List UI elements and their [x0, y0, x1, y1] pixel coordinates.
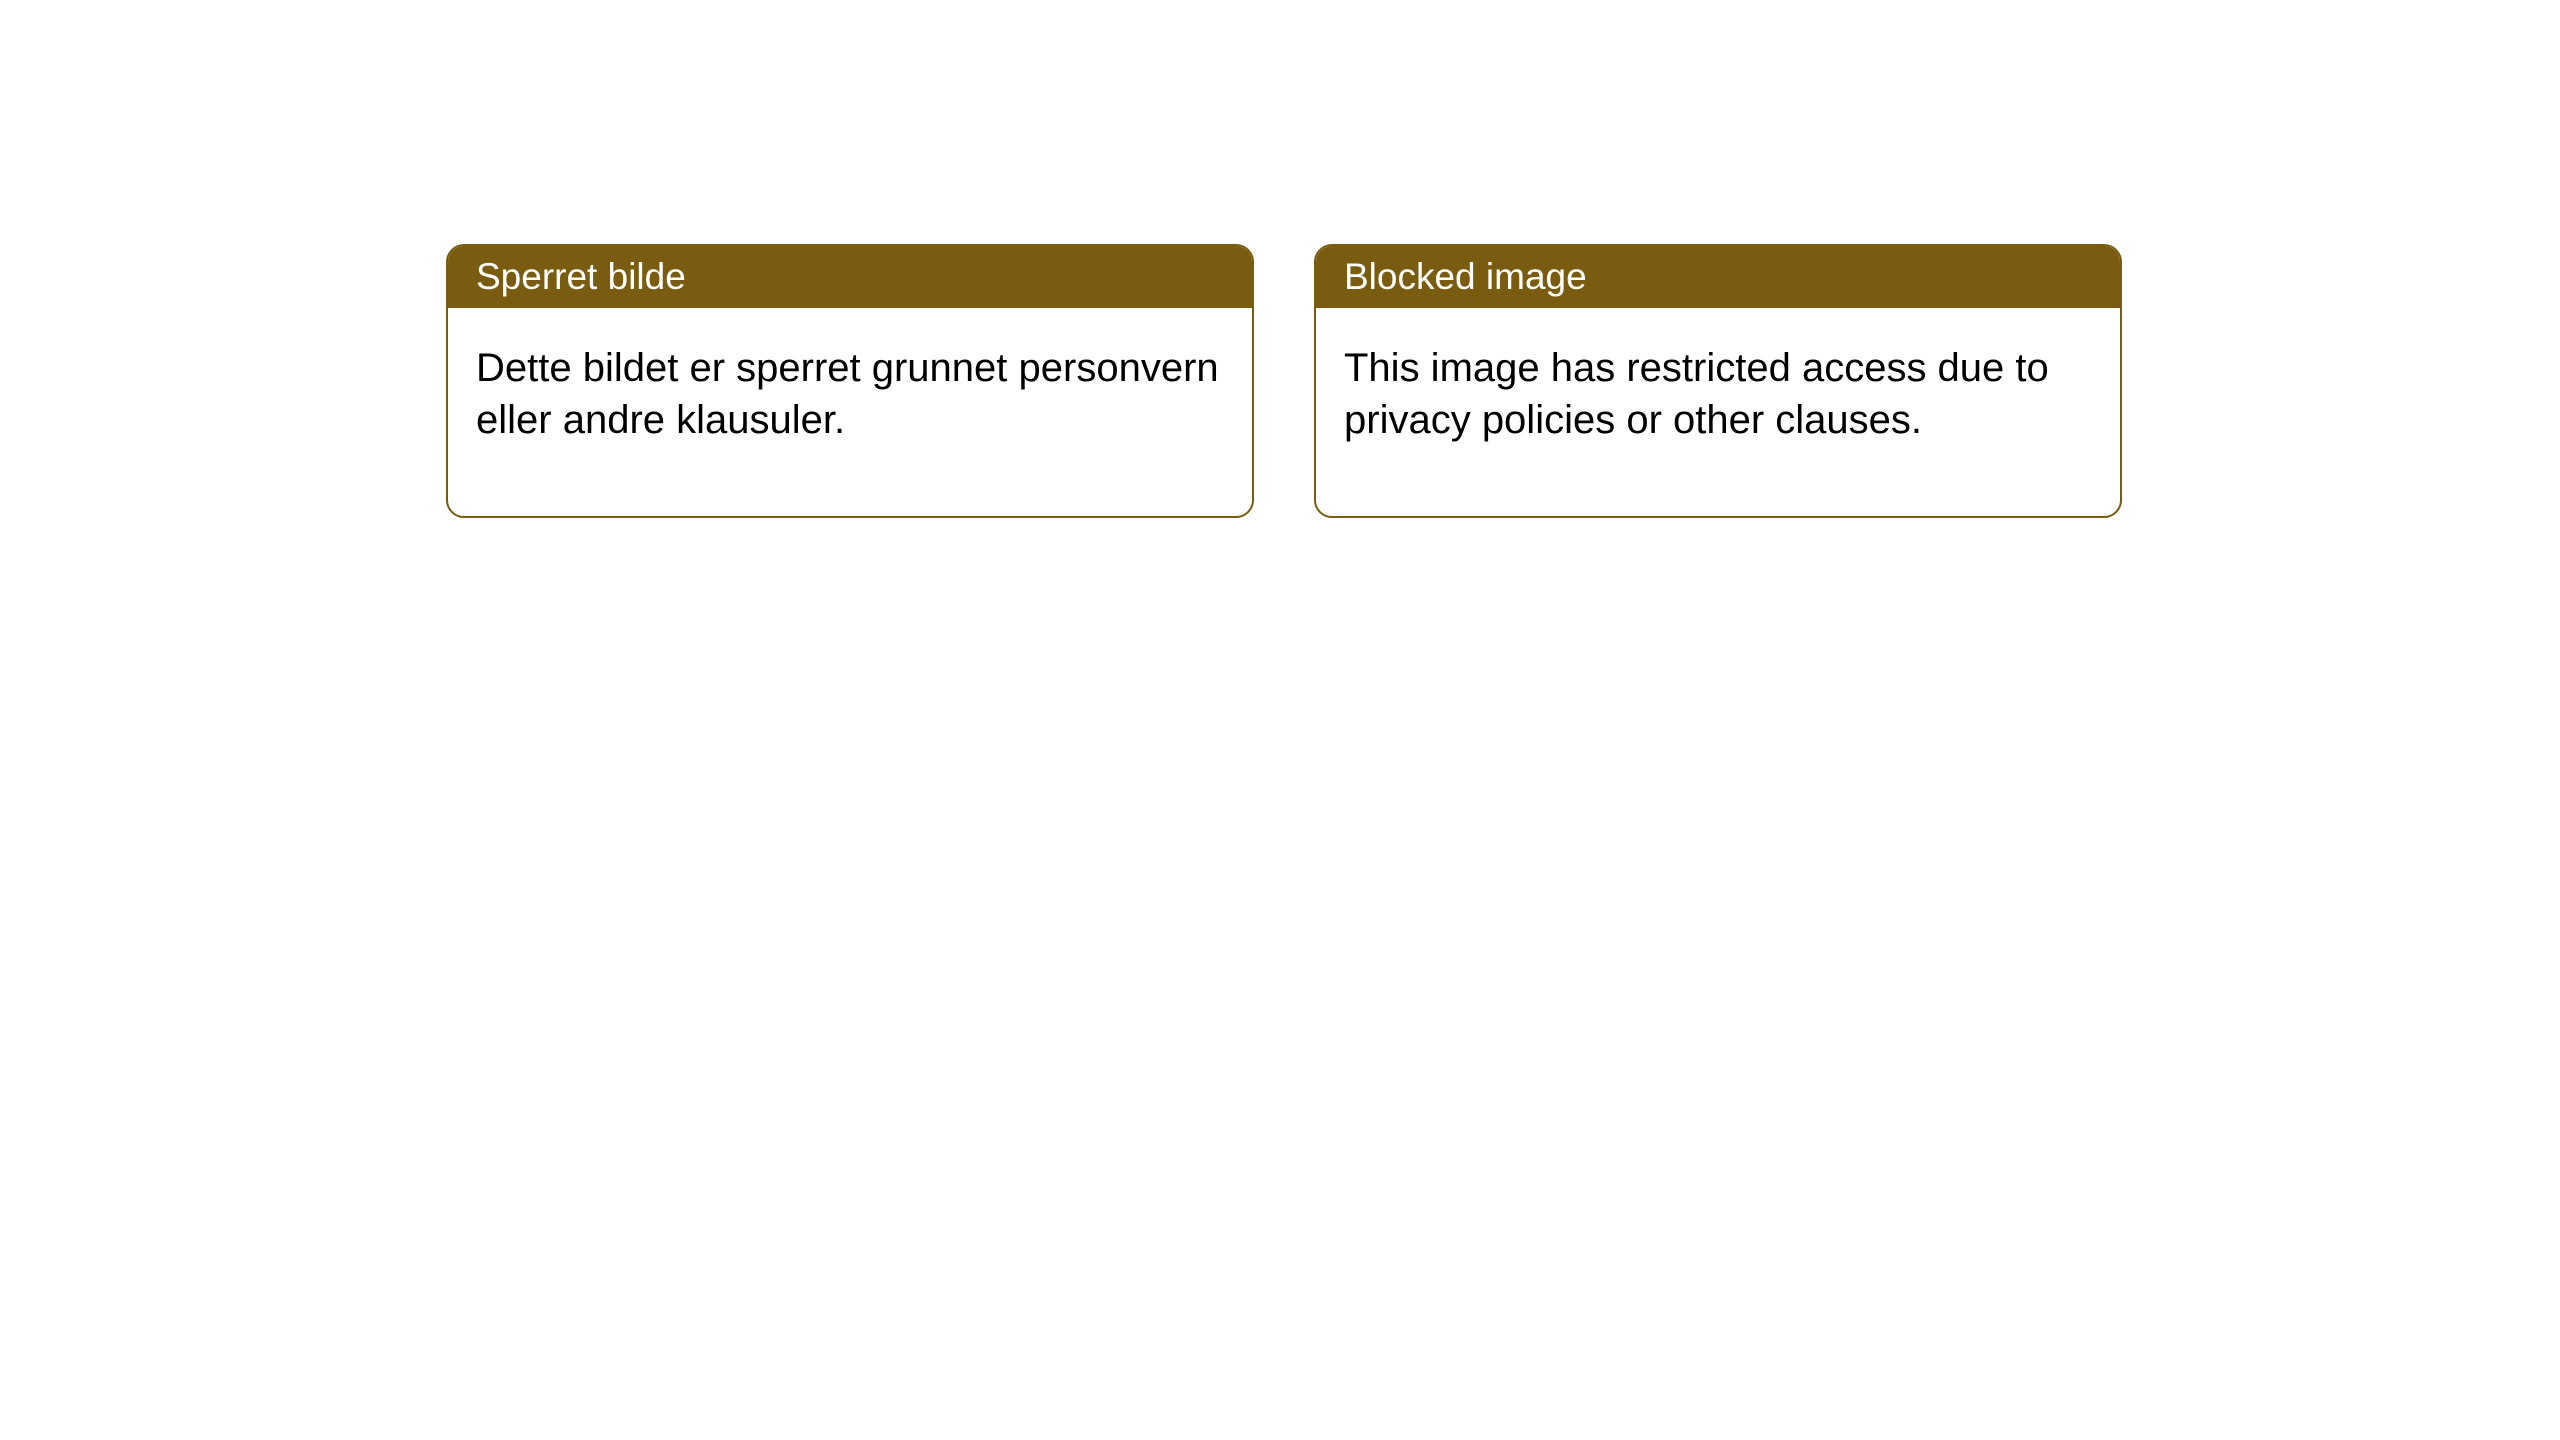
card-header-english: Blocked image — [1316, 246, 2120, 308]
notice-card-english: Blocked image This image has restricted … — [1314, 244, 2122, 518]
card-body-text: This image has restricted access due to … — [1344, 346, 2049, 442]
notice-container: Sperret bilde Dette bildet er sperret gr… — [0, 0, 2560, 518]
card-title: Blocked image — [1344, 256, 1587, 297]
card-body-text: Dette bildet er sperret grunnet personve… — [476, 346, 1219, 442]
card-body-norwegian: Dette bildet er sperret grunnet personve… — [448, 308, 1252, 516]
card-header-norwegian: Sperret bilde — [448, 246, 1252, 308]
card-title: Sperret bilde — [476, 256, 686, 297]
notice-card-norwegian: Sperret bilde Dette bildet er sperret gr… — [446, 244, 1254, 518]
card-body-english: This image has restricted access due to … — [1316, 308, 2120, 516]
